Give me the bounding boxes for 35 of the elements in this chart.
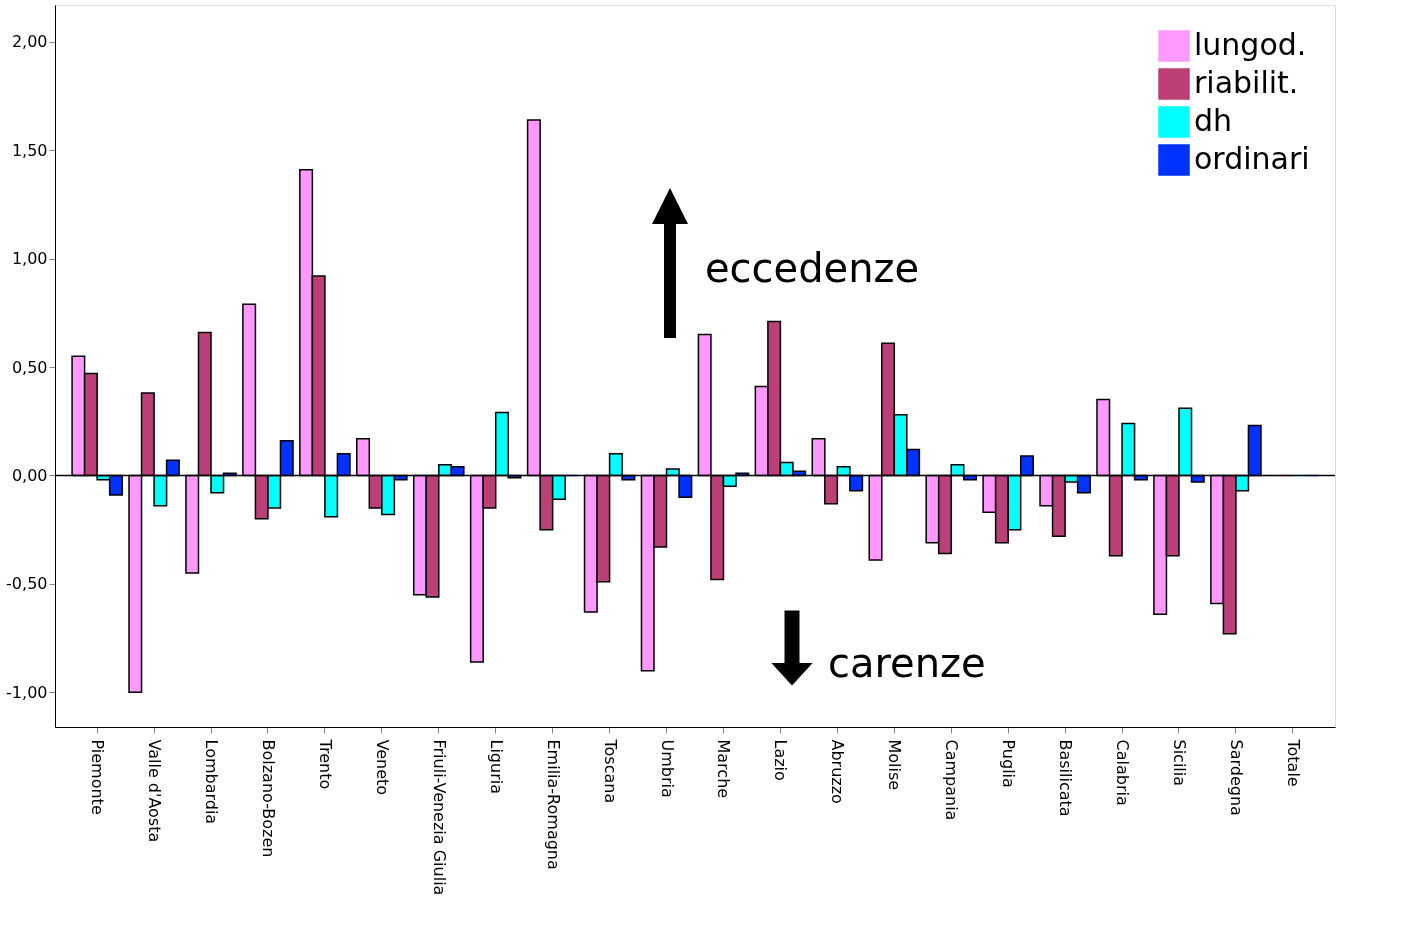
x-tick-label: Totale: [1283, 738, 1303, 787]
x-tick-label: Marche: [714, 739, 734, 799]
x-tick-label: Umbria: [657, 739, 677, 798]
x-tick-label: Campania: [942, 739, 962, 821]
x-tick-label: Puglia: [999, 739, 1019, 788]
legend-label: ordinari: [1194, 141, 1310, 176]
x-tick-label: Valle d'Aosta: [145, 739, 165, 843]
x-tick-label: Liguria: [486, 739, 506, 794]
x-tick-label: Friuli-Venezia Giulia: [429, 739, 449, 896]
legend-label: dh: [1194, 103, 1233, 138]
x-tick-label: Abruzzo: [828, 739, 848, 804]
x-tick-label: Sicilia: [1169, 739, 1189, 787]
y-tick-label: -0,50: [6, 574, 48, 594]
x-tick-label: Sardegna: [1226, 739, 1246, 816]
x-tick-label: Lombardia: [202, 739, 222, 825]
y-tick-label: 1,00: [11, 249, 48, 269]
x-tick-label: Basilicata: [1056, 739, 1076, 817]
x-tick-label: Piemonte: [88, 739, 108, 815]
annotation: eccedenze: [705, 245, 920, 291]
y-tick-label: 0,50: [11, 357, 48, 377]
x-tick-label: Toscana: [600, 738, 620, 804]
legend-label: lungod.: [1194, 27, 1307, 62]
x-tick-label: Calabria: [1113, 739, 1133, 806]
y-tick-label: -1,00: [6, 682, 48, 702]
x-tick-label: Lazio: [771, 739, 791, 781]
annotation: carenze: [828, 640, 986, 686]
x-tick-label: Molise: [885, 739, 905, 791]
x-tick-label: Emilia-Romagna: [543, 739, 563, 870]
y-tick-label: 0,00: [11, 465, 48, 485]
y-tick-label: 1,50: [11, 140, 48, 160]
y-tick-label: 2,00: [11, 32, 48, 52]
x-tick-label: Veneto: [372, 739, 392, 796]
x-tick-label: Trento: [315, 738, 335, 790]
legend-label: riabilit.: [1194, 65, 1299, 100]
x-tick-label: Bolzano-Bozen: [258, 739, 278, 858]
